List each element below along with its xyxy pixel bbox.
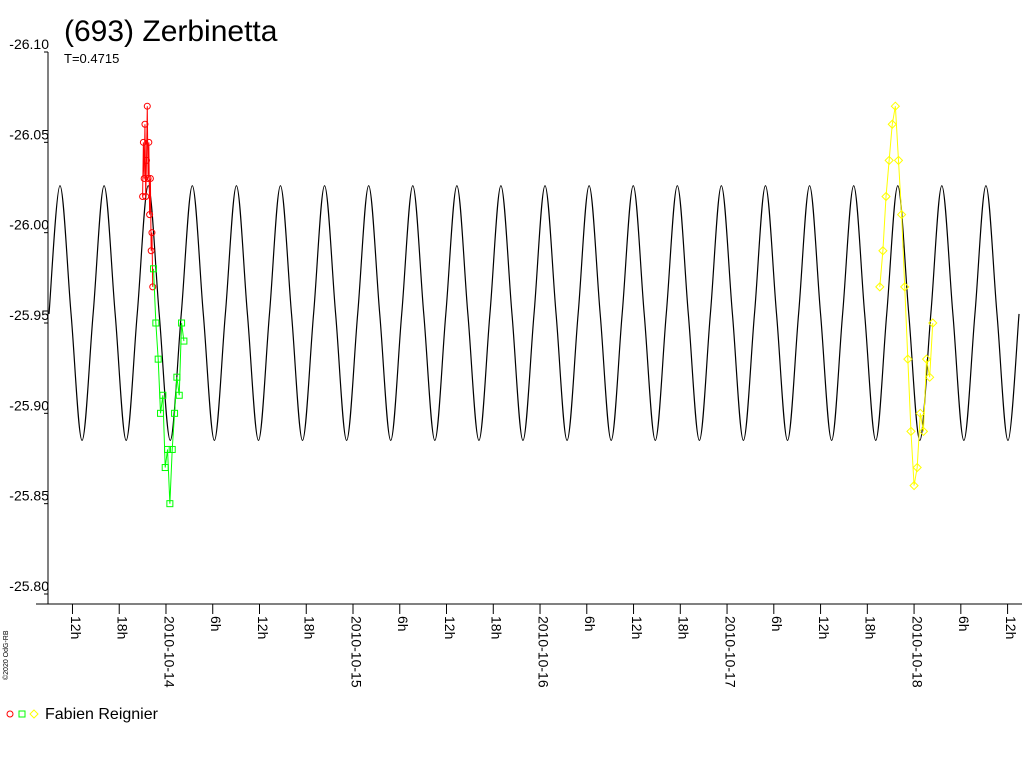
x-tick-label: 6h — [395, 616, 411, 632]
data-point — [890, 101, 901, 111]
series-line — [879, 106, 934, 486]
data-point — [921, 354, 932, 364]
data-point — [173, 373, 181, 381]
data-point — [893, 155, 904, 166]
legend-marker — [29, 709, 39, 719]
data-point — [157, 409, 165, 417]
data-point — [881, 191, 891, 202]
data-point — [875, 282, 885, 292]
data-point — [884, 155, 894, 166]
x-tick-label: 2010-10-18 — [909, 616, 925, 688]
x-tick-label: 12h — [629, 616, 645, 639]
y-tick-label: -26.10 — [9, 36, 49, 52]
data-point — [152, 319, 160, 327]
data-point — [148, 229, 156, 237]
x-tick-label: 6h — [956, 616, 972, 632]
data-point — [909, 480, 919, 491]
data-point — [145, 138, 153, 146]
legend-marker — [6, 710, 14, 718]
data-point — [912, 462, 922, 473]
y-tick-label: -26.00 — [9, 217, 49, 233]
x-tick-label: 6h — [769, 616, 785, 632]
y-tick-label: -25.90 — [9, 397, 49, 413]
data-point — [146, 211, 154, 219]
x-tick-label: 18h — [302, 616, 318, 639]
x-tick-label: 18h — [676, 616, 692, 639]
data-point — [180, 337, 188, 345]
data-point — [918, 426, 929, 437]
legend-marker — [18, 710, 26, 718]
data-point — [141, 120, 149, 128]
y-tick-label: -25.85 — [9, 488, 49, 504]
data-point — [139, 193, 147, 201]
x-tick-label: 18h — [863, 616, 879, 639]
data-point — [159, 391, 167, 399]
y-tick-label: -25.95 — [9, 307, 49, 323]
x-tick-label: 12h — [442, 616, 458, 639]
data-point — [896, 209, 907, 220]
data-point — [928, 318, 938, 328]
data-point — [903, 354, 913, 364]
x-tick-label: 18h — [489, 616, 505, 639]
x-tick-label: 2010-10-15 — [348, 616, 364, 688]
chart-title: (693) Zerbinetta — [64, 15, 278, 48]
data-point — [154, 355, 162, 363]
x-tick-label: 6h — [208, 616, 224, 632]
x-tick-label: 2010-10-16 — [535, 616, 551, 688]
credit: ©2020 OdG-RB — [2, 630, 10, 680]
data-point — [144, 174, 152, 182]
data-point — [149, 283, 157, 291]
data-point — [142, 156, 150, 164]
data-point — [139, 138, 147, 146]
data-point — [143, 102, 151, 110]
x-tick-label: 2010-10-17 — [722, 616, 738, 688]
data-point — [171, 409, 179, 417]
chart-subtitle: T=0.4715 — [64, 51, 119, 66]
x-tick-label: 18h — [115, 616, 131, 639]
data-point — [906, 426, 916, 437]
data-point — [142, 193, 150, 201]
data-point — [150, 265, 158, 273]
model-curve — [48, 185, 1020, 442]
x-tick-label: 12h — [816, 616, 832, 639]
x-tick-label: 6h — [582, 616, 598, 632]
data-point — [878, 246, 888, 256]
legend-label: Fabien Reignier — [45, 706, 159, 723]
data-point — [924, 372, 935, 382]
data-point — [164, 445, 172, 453]
data-point — [175, 391, 183, 399]
series-line — [142, 106, 154, 287]
data-point — [887, 119, 897, 129]
data-point — [161, 464, 169, 472]
data-point — [900, 282, 910, 292]
x-tick-label: 12h — [1003, 616, 1019, 639]
y-tick-label: -25.80 — [9, 578, 49, 594]
data-point — [147, 247, 155, 255]
x-tick-label: 12h — [68, 616, 84, 639]
data-point — [178, 319, 186, 327]
y-tick-label: -26.05 — [9, 126, 49, 142]
data-point — [168, 445, 176, 453]
data-point — [915, 408, 926, 419]
x-tick-label: 12h — [255, 616, 271, 639]
data-point — [146, 174, 154, 182]
x-tick-label: 2010-10-14 — [161, 616, 177, 688]
data-point — [166, 500, 174, 508]
